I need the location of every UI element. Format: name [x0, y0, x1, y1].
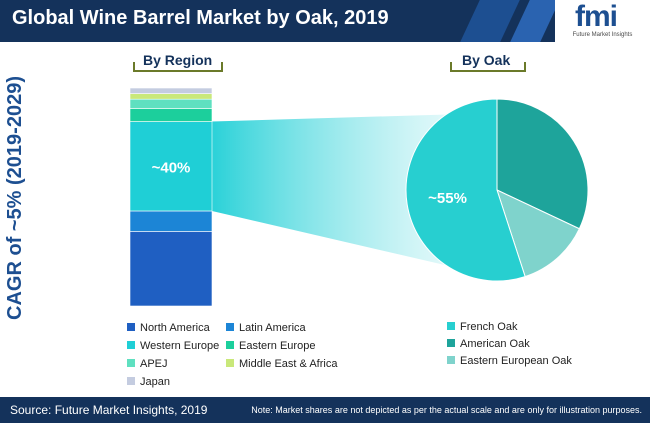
- region-legend-item: Eastern Europe: [226, 340, 315, 352]
- legend-swatch: [226, 323, 234, 331]
- bar-segment-eastern-europe: [129, 108, 213, 122]
- region-legend-item: Latin America: [226, 322, 306, 334]
- connector-funnel: [212, 114, 447, 266]
- bar-segment-latin-america: [129, 210, 213, 232]
- region-legend-item: Western Europe: [127, 340, 219, 352]
- legend-label: Japan: [140, 376, 170, 388]
- logo-mark: fmi: [575, 0, 618, 33]
- bar-segment-apej: [129, 98, 213, 109]
- legend-label: APEJ: [140, 358, 168, 370]
- legend-swatch: [226, 341, 234, 349]
- pie-data-label: ~55%: [428, 190, 467, 207]
- region-legend-item: APEJ: [127, 358, 168, 370]
- oak-legend-item: American Oak: [447, 338, 530, 350]
- legend-swatch: [226, 359, 234, 367]
- legend-label: Eastern Europe: [239, 340, 316, 352]
- oak-label-bracket: [450, 62, 526, 72]
- region-legend-item: Japan: [127, 376, 170, 388]
- legend-swatch: [447, 339, 455, 347]
- footer-bar: Source: Future Market Insights, 2019 Not…: [0, 397, 650, 423]
- legend-swatch: [447, 356, 455, 364]
- legend-label: Middle East & Africa: [239, 358, 338, 370]
- logo: fmi Future Market Insights: [555, 0, 650, 42]
- oak-section-label: By Oak: [462, 52, 511, 68]
- page-title: Global Wine Barrel Market by Oak, 2019: [12, 7, 389, 29]
- bar-segment-middle-east-africa: [129, 93, 213, 100]
- bar-data-label: ~40%: [152, 159, 191, 176]
- oak-legend-item: French Oak: [447, 321, 517, 333]
- bar-segment-north-america: [129, 231, 213, 307]
- header-bar: Global Wine Barrel Market by Oak, 2019 f…: [0, 0, 650, 42]
- legend-swatch: [127, 377, 135, 385]
- logo-subtitle: Future Market Insights: [572, 32, 633, 38]
- legend-swatch: [447, 322, 455, 330]
- legend-label: American Oak: [460, 338, 530, 350]
- pie-slice-eastern-european-oak: [496, 189, 581, 278]
- legend-label: Latin America: [239, 322, 306, 334]
- legend-swatch: [127, 323, 135, 331]
- region-legend-item: North America: [127, 322, 210, 334]
- region-legend-item: Middle East & Africa: [226, 358, 337, 370]
- legend-label: French Oak: [460, 321, 518, 333]
- oak-legend-item: Eastern European Oak: [447, 355, 572, 367]
- source-text: Source: Future Market Insights, 2019: [10, 403, 208, 417]
- region-section-label: By Region: [143, 52, 213, 68]
- legend-label: North America: [140, 322, 210, 334]
- legend-swatch: [127, 341, 135, 349]
- pie-slice-french-oak: [405, 98, 526, 282]
- footer-note: Note: Market shares are not depicted as …: [251, 405, 642, 415]
- bar-segment-japan: [129, 87, 213, 94]
- pie-slice-american-oak: [496, 98, 589, 230]
- legend-swatch: [127, 359, 135, 367]
- legend-label: Western Europe: [140, 340, 220, 352]
- region-label-bracket: [133, 62, 223, 72]
- legend-label: Eastern European Oak: [460, 355, 572, 367]
